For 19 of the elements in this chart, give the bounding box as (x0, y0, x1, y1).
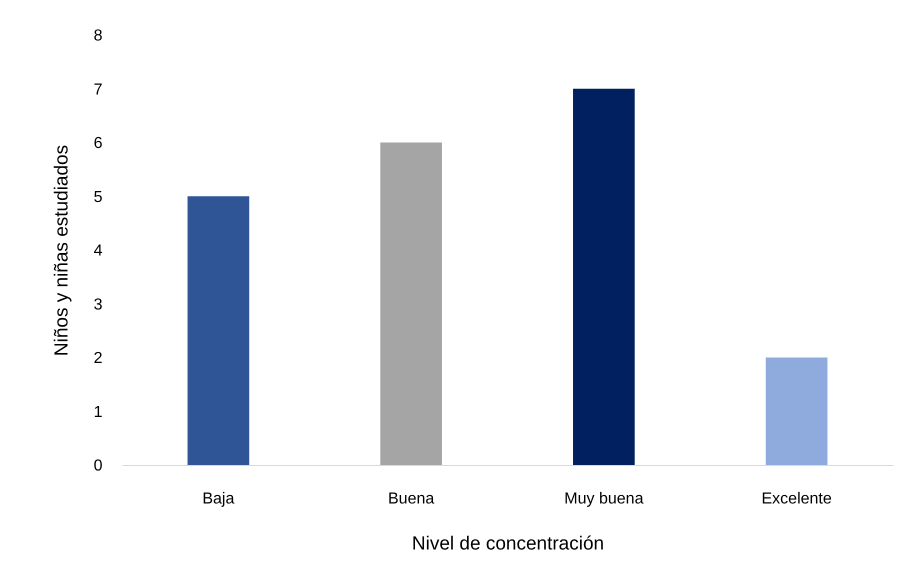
bar (380, 142, 442, 465)
y-tick-label: 5 (94, 188, 103, 206)
x-tick-label: Baja (202, 490, 234, 508)
x-tick-label: Buena (388, 490, 434, 508)
y-tick-label: 0 (94, 458, 103, 474)
y-tick-label: 7 (94, 81, 103, 98)
y-tick-label: 6 (94, 135, 103, 152)
x-tick-label: Muy buena (564, 490, 644, 508)
y-tick-label: 2 (94, 350, 103, 367)
x-tick-label: Excelente (761, 490, 832, 508)
bar (573, 88, 635, 465)
y-tick-label: 3 (94, 296, 103, 314)
y-axis-title: Niños y niñas estudiados (52, 144, 73, 356)
bar (188, 196, 250, 465)
bar (766, 358, 828, 465)
y-tick-label: 8 (94, 28, 103, 44)
y-tick-label: 4 (94, 242, 103, 260)
y-tick-label: 1 (94, 404, 103, 421)
x-axis-title: Nivel de concentración (412, 534, 604, 554)
